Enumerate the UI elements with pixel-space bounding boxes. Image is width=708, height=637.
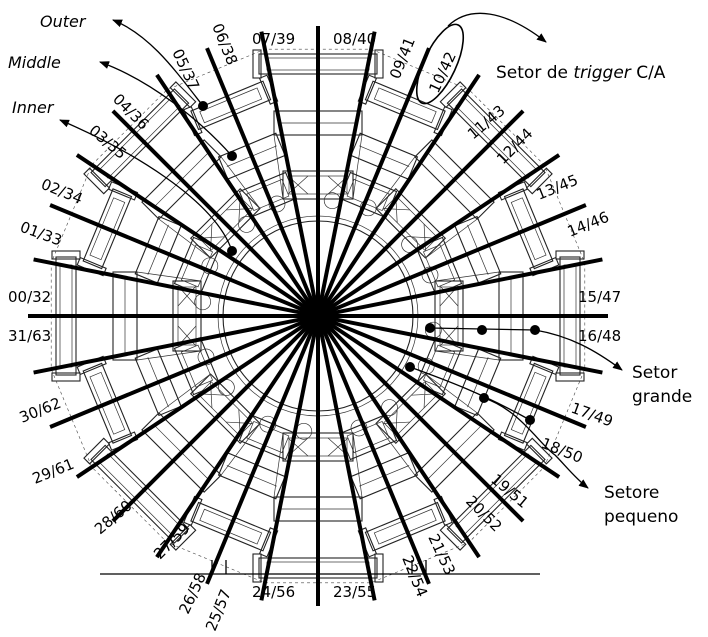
large-sector-arrow — [429, 327, 623, 371]
small-sector-arrow — [483, 397, 589, 489]
sector-label-01-33: 01/33 — [18, 218, 65, 250]
sector-label-30-62: 30/62 — [17, 394, 64, 427]
sector-label-31-63: 31/63 — [8, 327, 51, 345]
sector-label-10-42: 10/42 — [425, 49, 460, 96]
inner-arrow — [59, 119, 233, 252]
sector-label-12-44: 12/44 — [493, 125, 536, 168]
sector-spokes — [28, 26, 608, 606]
outer-arrow — [112, 19, 204, 107]
sector-label-03-35: 03/35 — [85, 121, 130, 163]
large-sector-label-line2: grande — [632, 387, 692, 407]
small-sector-label-line1: Setore — [604, 483, 659, 503]
sector-label-07-39: 07/39 — [252, 30, 295, 48]
sector-label-02-34: 02/34 — [39, 175, 86, 208]
sector-label-17-49: 17/49 — [569, 399, 616, 431]
large-sector-label-line1: Setor — [632, 363, 677, 383]
trigger-arrow — [447, 12, 547, 43]
sector-label-23-55: 23/55 — [333, 583, 376, 601]
middle-arrow — [99, 61, 233, 157]
sector-label-25-57: 25/57 — [202, 587, 235, 634]
sector-label-27-59: 27/59 — [150, 520, 193, 563]
outer-label: Outer — [40, 12, 87, 31]
middle-label: Middle — [8, 53, 61, 72]
sector-label-28-60: 28/60 — [91, 496, 136, 538]
sector-label-16-48: 16/48 — [578, 327, 621, 345]
small-sector-arrow-a — [409, 366, 531, 421]
trigger-label-suffix: C/A — [631, 63, 666, 83]
small-sector-label-line2: pequeno — [604, 507, 678, 527]
inner-label: Inner — [12, 98, 55, 117]
callout-arrows — [59, 12, 623, 489]
outer-envelope — [50, 48, 586, 584]
trigger-label-prefix: Setor de — [496, 63, 573, 83]
sector-label-00-32: 00/32 — [8, 288, 51, 306]
sector-label-08-40: 08/40 — [333, 30, 376, 48]
trigger-label-italic: trigger — [573, 63, 631, 83]
sector-label-21-53: 21/53 — [424, 531, 459, 578]
sector-label-09-41: 09/41 — [386, 35, 419, 82]
sector-label-29-61: 29/61 — [30, 455, 77, 488]
annotation-labels: Outer Middle Inner Setor de trigger C/A … — [8, 12, 692, 527]
trigger-sector-highlight — [415, 23, 465, 105]
sector-label-15-47: 15/47 — [578, 288, 621, 306]
sector-label-24-56: 24/56 — [252, 583, 295, 601]
trigger-sector-label: Setor de trigger C/A — [496, 63, 666, 83]
sector-label-26-58: 26/58 — [175, 570, 210, 617]
sector-boundary-line — [33, 257, 603, 375]
sector-label-13-45: 13/45 — [534, 171, 581, 204]
large-sector-dot-middle — [477, 325, 487, 335]
